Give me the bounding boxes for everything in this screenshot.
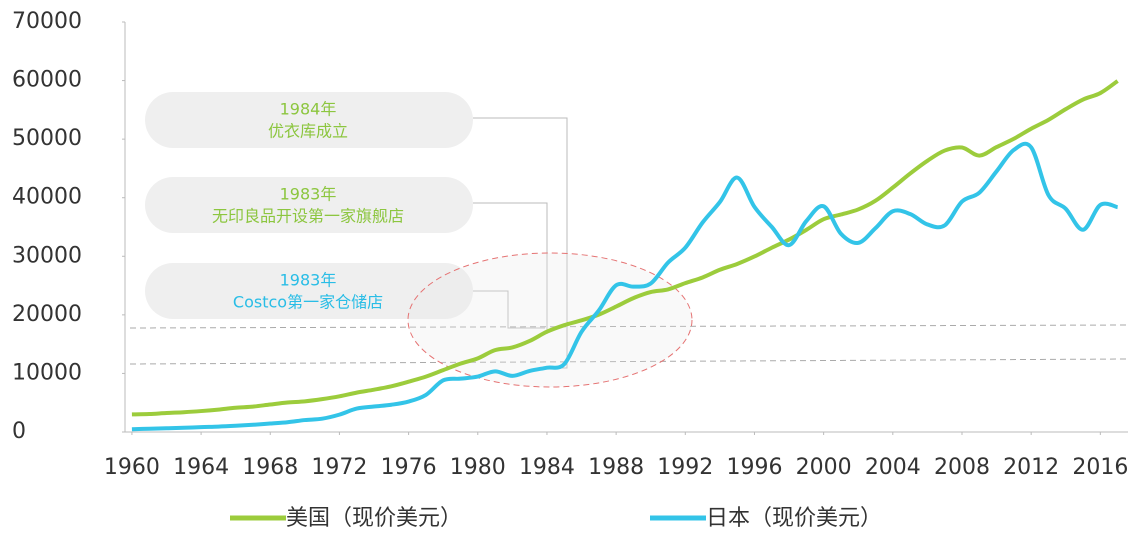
x-tick-label: 1960 (104, 455, 160, 480)
x-tick-label: 1980 (450, 455, 506, 480)
x-tick-label: 1964 (173, 455, 229, 480)
y-tick-label: 20000 (12, 302, 82, 327)
plot (131, 79, 1119, 432)
annotation-text: Costco第一家仓储店 (233, 293, 383, 312)
legend-label: 美国（现价美元） (286, 506, 462, 531)
x-tick-label: 1992 (657, 455, 713, 480)
x-tick-label: 1996 (726, 455, 782, 480)
y-tick-label: 30000 (12, 243, 82, 268)
legend-label: 日本（现价美元） (706, 506, 882, 531)
y-tick-label: 40000 (12, 185, 82, 210)
annotation-text: 1983年 (280, 185, 337, 204)
x-tick-label: 2004 (865, 455, 921, 480)
annotation-text: 1984年 (280, 100, 337, 119)
y-tick-label: 50000 (12, 126, 82, 151)
highlight-ellipse (407, 252, 693, 388)
y-tick-label: 60000 (12, 68, 82, 93)
x-tick-label: 2012 (1003, 455, 1059, 480)
x-tick-label: 2008 (934, 455, 990, 480)
x-tick-label: 1968 (242, 455, 298, 480)
x-tick-label: 1988 (588, 455, 644, 480)
y-tick-label: 0 (12, 419, 26, 444)
annotation-bubble (145, 177, 473, 233)
connector (473, 202, 548, 334)
annotation-bubble (145, 263, 473, 319)
x-tick-label: 2000 (796, 455, 852, 480)
annotation-text: 1983年 (280, 271, 337, 290)
y-tick-label: 70000 (12, 9, 82, 34)
line (131, 79, 1119, 417)
annotation-bubble (145, 92, 473, 148)
y-tick-label: 10000 (12, 360, 82, 385)
annotation-text: 优衣库成立 (268, 122, 348, 141)
connector (473, 290, 545, 329)
reference-line (129, 324, 1129, 329)
x-tick-label: 1984 (519, 455, 575, 480)
reference-line (129, 358, 1129, 365)
line (131, 141, 1119, 432)
annotation-text: 无印良品开设第一家旗舰店 (212, 207, 404, 226)
x-tick-label: 2016 (1072, 455, 1128, 480)
x-tick-label: 1976 (381, 455, 437, 480)
x-tick-label: 1972 (311, 455, 367, 480)
